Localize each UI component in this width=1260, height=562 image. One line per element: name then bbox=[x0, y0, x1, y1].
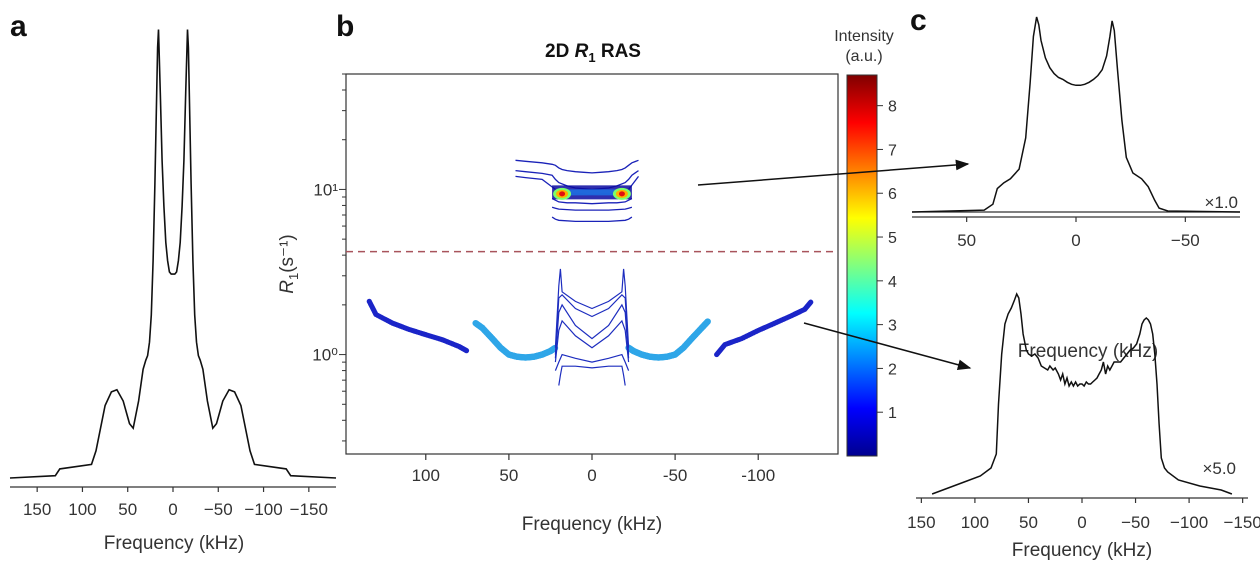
panel-c-top-x-axis-label: Frequency (kHz) bbox=[1018, 341, 1158, 362]
upper-contour-0 bbox=[515, 159, 639, 174]
panel-b-y-tick-label: 10⁰ bbox=[312, 346, 338, 365]
panel-letter-c: c bbox=[910, 4, 927, 37]
panel-letter-a: a bbox=[10, 10, 27, 43]
panel-c-bottom-x-tick-label: 100 bbox=[961, 513, 989, 532]
hotspot-core-1 bbox=[618, 191, 625, 197]
colorbar-tick-label: 1 bbox=[888, 405, 897, 422]
panel-c-bottom-x-axis-label: Frequency (kHz) bbox=[1012, 540, 1152, 561]
colorbar-tick-label: 2 bbox=[888, 361, 897, 378]
lower-left-arm-point bbox=[463, 348, 470, 354]
hotspot-core-0 bbox=[559, 191, 566, 197]
panel-c-top-x-tick-label: 50 bbox=[957, 231, 976, 250]
upper-contour-4 bbox=[551, 206, 633, 211]
panel-b-y-tick-label: 10¹ bbox=[313, 180, 338, 199]
colorbar-tick-label: 7 bbox=[888, 142, 897, 159]
panel-c-top-x-tick-label: −50 bbox=[1171, 231, 1200, 250]
panel-b-x-tick-label: 50 bbox=[499, 466, 518, 485]
panel-c-top-spectrum-line bbox=[911, 16, 1241, 213]
colorbar-tick-label: 6 bbox=[888, 186, 897, 203]
panel-c-bottom-spectrum-line bbox=[931, 292, 1233, 495]
panel-a-x-tick-label: −100 bbox=[244, 500, 282, 519]
panel-b-y-axis-var: R bbox=[277, 280, 298, 294]
panel-c-top-chart: 50 0 −50 Frequency (kHz) ×1.0 bbox=[911, 16, 1241, 362]
panel-b-y-axis-sub: 1 bbox=[286, 273, 301, 280]
panel-c-bottom-chart: 150 100 50 0 −50 −100 −150 Frequency (kHz) ×5.… bbox=[907, 292, 1260, 561]
panel-b-title-rest: RAS bbox=[596, 41, 641, 62]
colorbar-gradient bbox=[846, 74, 878, 457]
panel-letter-b: b bbox=[336, 10, 354, 43]
panel-c-bottom-x-ticks: 150 100 50 0 −50 −100 −150 bbox=[907, 498, 1260, 532]
panel-a-x-tick-label: 100 bbox=[68, 500, 96, 519]
panel-a-x-tick-label: 150 bbox=[23, 500, 51, 519]
panel-a-x-tick-label: 50 bbox=[118, 500, 137, 519]
panel-c-top-x-ticks: 50 0 −50 bbox=[957, 217, 1200, 250]
panel-a-x-tick-label: −50 bbox=[204, 500, 233, 519]
panel-c-bottom-scale-annotation: ×5.0 bbox=[1202, 459, 1236, 478]
panel-a-x-tick-label: −150 bbox=[290, 500, 328, 519]
colorbar-tick-label: 5 bbox=[888, 230, 897, 247]
panel-b-x-tick-label: 0 bbox=[587, 466, 596, 485]
panel-b-title-prefix: 2D bbox=[545, 41, 575, 62]
panel-b-ticks: 100 50 0 -50 -100 10⁰ 10¹ bbox=[312, 73, 775, 485]
panel-b-x-tick-label: 100 bbox=[412, 466, 440, 485]
panel-c-top-scale-annotation: ×1.0 bbox=[1204, 193, 1238, 212]
lower-center-contour-5 bbox=[558, 365, 626, 386]
panel-c-bottom-x-tick-label: −150 bbox=[1223, 513, 1260, 532]
panel-b-lower-component bbox=[366, 268, 814, 386]
lower-center-contour-1 bbox=[554, 293, 630, 355]
lower-center-contour-2 bbox=[554, 303, 630, 359]
upper-contour-5 bbox=[551, 216, 633, 223]
lower-right-arm-point bbox=[808, 299, 814, 305]
panel-b-title-sub: 1 bbox=[588, 50, 595, 65]
colorbar-label-line1: Intensity bbox=[834, 28, 894, 45]
panel-b-colorbar: 1 2 3 4 5 6 7 8 Intensity (a.u.) bbox=[834, 28, 897, 457]
panel-b-plot-frame bbox=[345, 73, 839, 455]
panel-b-x-axis-label: Frequency (kHz) bbox=[522, 514, 662, 535]
panel-a-x-tick-label: 0 bbox=[168, 500, 177, 519]
upper-contour-3 bbox=[551, 198, 633, 205]
panel-c-bottom-x-tick-label: 0 bbox=[1077, 513, 1086, 532]
lower-center-contour-0 bbox=[554, 268, 630, 348]
panel-c-bottom-x-tick-label: −100 bbox=[1170, 513, 1208, 532]
panel-b-y-axis-label: R1(s⁻¹) bbox=[277, 234, 301, 293]
panel-a-x-axis-label: Frequency (kHz) bbox=[104, 533, 244, 554]
lower-center-contour-4 bbox=[554, 353, 630, 371]
panel-c-bottom-x-tick-label: −50 bbox=[1121, 513, 1150, 532]
colorbar-ticks: 1 2 3 4 5 6 7 8 bbox=[877, 99, 897, 422]
lower-right-hump-point bbox=[704, 318, 711, 325]
colorbar-label-line2: (a.u.) bbox=[845, 48, 882, 65]
panel-b-title-var: R bbox=[575, 41, 589, 62]
panel-c-bottom-x-tick-label: 150 bbox=[907, 513, 935, 532]
panel-c-bottom-x-tick-label: 50 bbox=[1019, 513, 1038, 532]
colorbar-tick-label: 8 bbox=[888, 99, 897, 116]
upper-intensity-core bbox=[558, 189, 626, 196]
panel-b-x-tick-label: -100 bbox=[741, 466, 775, 485]
panel-b-x-tick-label: -50 bbox=[663, 466, 688, 485]
panel-b-title: 2D R1 RAS bbox=[545, 41, 641, 65]
arrow-to-top-spectrum bbox=[697, 159, 970, 186]
arrow-to-bottom-spectrum bbox=[803, 322, 972, 371]
panel-a-x-ticks: 150 100 50 0 −50 −100 −150 bbox=[23, 487, 328, 519]
lower-center-contour-3 bbox=[554, 319, 630, 363]
colorbar-tick-label: 4 bbox=[888, 274, 897, 291]
panel-a-chart: 150 100 50 0 −50 −100 −150 Frequency (kHz) bbox=[9, 29, 337, 554]
panel-b-y-axis-unit: (s⁻¹) bbox=[277, 234, 298, 273]
panel-c-top-x-tick-label: 0 bbox=[1071, 231, 1080, 250]
panel-b-upper-component bbox=[515, 159, 640, 223]
colorbar-tick-label: 3 bbox=[888, 318, 897, 335]
panel-a-spectrum-line bbox=[9, 29, 337, 479]
